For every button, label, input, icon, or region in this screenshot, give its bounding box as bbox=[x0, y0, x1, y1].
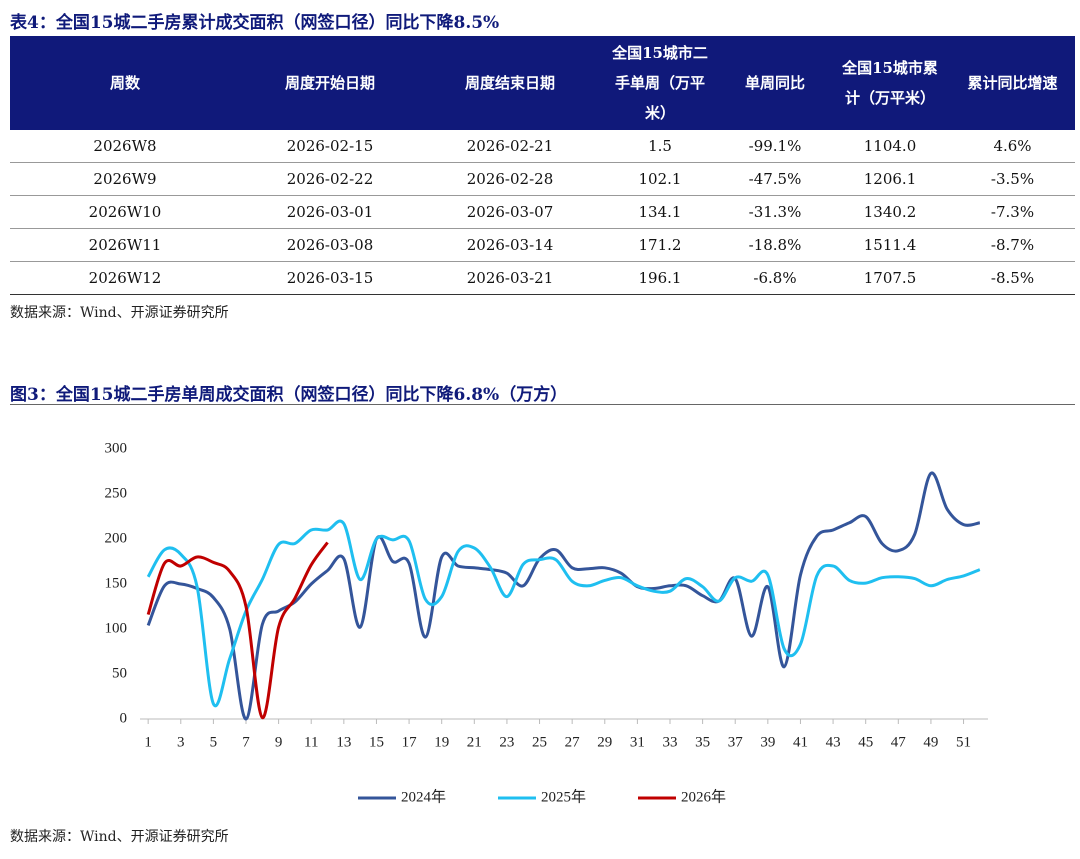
x-tick-label: 33 bbox=[663, 734, 678, 750]
table-cell: 102.1 bbox=[600, 162, 720, 196]
y-tick-label: 250 bbox=[105, 485, 128, 501]
column-header: 累计同比增速 bbox=[950, 36, 1075, 130]
table-cell: 2026-02-22 bbox=[240, 162, 420, 196]
table-cell: -8.7% bbox=[950, 228, 1075, 262]
x-tick-label: 5 bbox=[210, 734, 218, 750]
x-tick-label: 3 bbox=[177, 734, 185, 750]
series-line bbox=[146, 519, 981, 708]
y-tick-label: 0 bbox=[120, 710, 128, 726]
table-cell: 2026-03-07 bbox=[420, 195, 600, 229]
legend-label: 2025年 bbox=[541, 788, 586, 805]
table: 周数 周度开始日期 周度结束日期 全国15城市二手单周（万平米） 单周同比 全国15城市累… bbox=[10, 36, 1075, 295]
table-cell: 2026-02-15 bbox=[240, 130, 420, 163]
x-tick-label: 39 bbox=[760, 734, 775, 750]
table-title: 表4：全国15城二手房累计成交面积（网签口径）同比下降8.5% bbox=[10, 13, 500, 33]
header-row: 周数 周度开始日期 周度结束日期 全国15城市二手单周（万平米） 单周同比 全国15城市累… bbox=[10, 36, 1075, 130]
table-cell: -6.8% bbox=[720, 261, 830, 295]
table-body: 2026W8 2026-02-15 2026-02-21 1.5 -99.1% 1104.… bbox=[10, 130, 1075, 295]
column-header: 全国15城市二手单周（万平米） bbox=[600, 36, 720, 130]
table-cell: 1511.4 bbox=[830, 228, 950, 262]
column-header: 单周同比 bbox=[720, 36, 830, 130]
table-cell: 196.1 bbox=[600, 261, 720, 295]
table-cell: 171.2 bbox=[600, 228, 720, 262]
table-cell: 2026W12 bbox=[10, 261, 240, 295]
column-header: 周度开始日期 bbox=[240, 36, 420, 130]
table-cell: -8.5% bbox=[950, 261, 1075, 295]
column-header: 周数 bbox=[10, 36, 240, 130]
table-cell: -7.3% bbox=[950, 195, 1075, 229]
table-cell: 1340.2 bbox=[830, 195, 950, 229]
x-tick-label: 35 bbox=[695, 734, 710, 750]
x-tick-label: 43 bbox=[826, 734, 841, 750]
table-cell: -99.1% bbox=[720, 130, 830, 163]
x-tick-label: 49 bbox=[923, 734, 938, 750]
chart-source: 数据来源：Wind、开源证券研究所 bbox=[10, 829, 229, 845]
table-cell: 1707.5 bbox=[830, 261, 950, 295]
x-tick-label: 47 bbox=[891, 734, 907, 750]
table-row: 2026W12 2026-03-15 2026-03-21 196.1 -6.8% 170… bbox=[10, 261, 1075, 295]
x-tick-label: 9 bbox=[275, 734, 283, 750]
table-cell: -3.5% bbox=[950, 162, 1075, 196]
table-cell: 2026W9 bbox=[10, 162, 240, 196]
table-row: 2026W9 2026-02-22 2026-02-28 102.1 -47.5% 120… bbox=[10, 162, 1075, 196]
column-header: 周度结束日期 bbox=[420, 36, 600, 130]
table-row: 2026W11 2026-03-08 2026-03-14 171.2 -18.8% 15… bbox=[10, 228, 1075, 262]
table-row: 2026W10 2026-03-01 2026-03-07 134.1 -31.3% 13… bbox=[10, 195, 1075, 229]
x-tick-label: 27 bbox=[565, 734, 581, 750]
y-tick-label: 300 bbox=[105, 440, 128, 456]
table-cell: -31.3% bbox=[720, 195, 830, 229]
y-tick-label: 200 bbox=[105, 530, 128, 546]
legend-label: 2024年 bbox=[401, 788, 446, 805]
table-cell: -47.5% bbox=[720, 162, 830, 196]
table-cell: 2026-02-28 bbox=[420, 162, 600, 196]
table-cell: -18.8% bbox=[720, 228, 830, 262]
x-tick-label: 17 bbox=[402, 734, 418, 750]
title-rule bbox=[10, 404, 1075, 405]
x-tick-label: 1 bbox=[144, 734, 152, 750]
x-tick-label: 25 bbox=[532, 734, 547, 750]
table-cell: 2026W11 bbox=[10, 228, 240, 262]
x-tick-label: 45 bbox=[858, 734, 873, 750]
x-tick-label: 7 bbox=[242, 734, 250, 750]
y-tick-label: 100 bbox=[105, 620, 128, 636]
table-cell: 1206.1 bbox=[830, 162, 950, 196]
table-cell: 1.5 bbox=[600, 130, 720, 163]
table-cell: 134.1 bbox=[600, 195, 720, 229]
table-cell: 2026-03-08 bbox=[240, 228, 420, 262]
table-cell: 4.6% bbox=[950, 130, 1075, 163]
y-tick-label: 150 bbox=[105, 575, 128, 591]
x-tick-label: 37 bbox=[728, 734, 744, 750]
table-row: 2026W8 2026-02-15 2026-02-21 1.5 -99.1% 1104.… bbox=[10, 130, 1075, 163]
table-cell: 2026-02-21 bbox=[420, 130, 600, 163]
column-header: 全国15城市累计（万平米） bbox=[830, 36, 950, 130]
x-tick-label: 51 bbox=[956, 734, 971, 750]
x-tick-label: 15 bbox=[369, 734, 384, 750]
x-tick-label: 23 bbox=[499, 734, 514, 750]
table-cell: 1104.0 bbox=[830, 130, 950, 163]
x-tick-label: 21 bbox=[467, 734, 482, 750]
table-cell: 2026-03-01 bbox=[240, 195, 420, 229]
x-tick-label: 29 bbox=[597, 734, 612, 750]
x-tick-label: 41 bbox=[793, 734, 808, 750]
table-source: 数据来源：Wind、开源证券研究所 bbox=[10, 305, 229, 321]
table-cell: 2026-03-14 bbox=[420, 228, 600, 262]
table-cell: 2026-03-15 bbox=[240, 261, 420, 295]
legend-label: 2026年 bbox=[681, 788, 726, 805]
x-tick-label: 13 bbox=[336, 734, 351, 750]
table-cell: 2026-03-21 bbox=[420, 261, 600, 295]
x-tick-label: 11 bbox=[304, 734, 318, 750]
series-line bbox=[146, 541, 329, 720]
table-cell: 2026W8 bbox=[10, 130, 240, 163]
chart-title: 图3：全国15城二手房单周成交面积（网签口径）同比下降6.8%（万方） bbox=[10, 385, 568, 405]
table-cell: 2026W10 bbox=[10, 195, 240, 229]
x-tick-label: 19 bbox=[434, 734, 449, 750]
y-tick-label: 50 bbox=[112, 665, 127, 681]
x-tick-label: 31 bbox=[630, 734, 645, 750]
series-line bbox=[146, 471, 981, 721]
